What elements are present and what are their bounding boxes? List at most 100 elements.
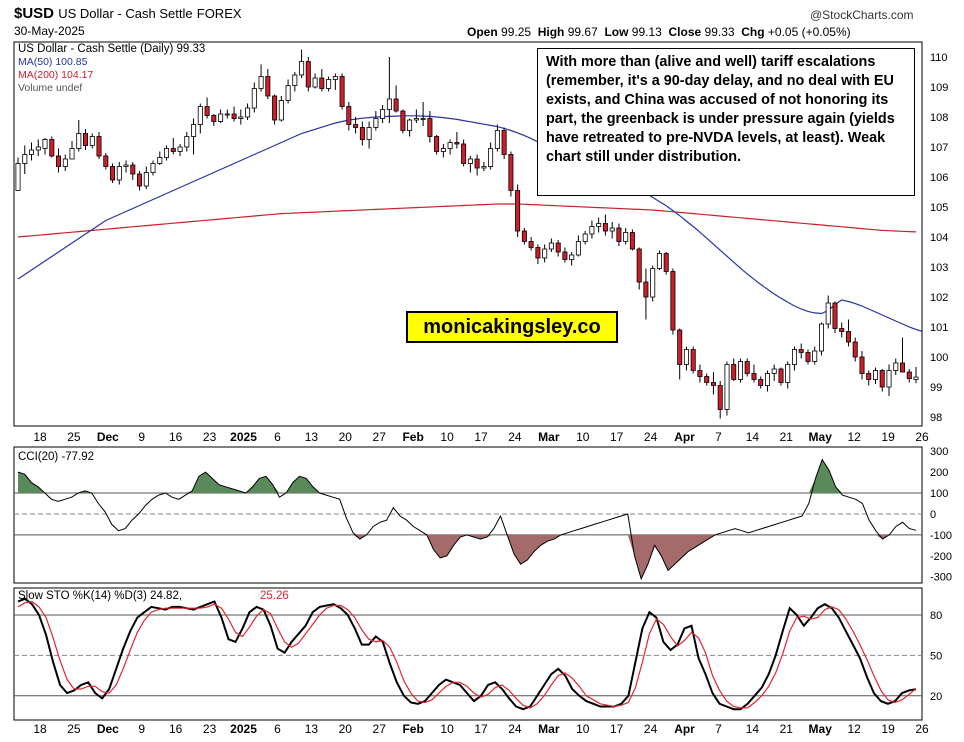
- candle: [380, 105, 386, 123]
- candle: [488, 142, 494, 170]
- candle-body: [650, 268, 656, 298]
- price-xtick-label: 26: [915, 430, 929, 444]
- candle-body: [224, 113, 230, 116]
- candle: [643, 268, 649, 320]
- candle: [819, 322, 825, 356]
- candle-body: [873, 370, 879, 380]
- candle: [447, 139, 453, 155]
- candle-body: [771, 368, 777, 374]
- price-xtick-label: 17: [610, 430, 624, 444]
- candle: [319, 69, 325, 92]
- price-ytick-label: 99: [930, 382, 942, 394]
- candle-body: [711, 382, 717, 386]
- cci-ytick-label: -200: [930, 551, 952, 563]
- candle: [711, 372, 717, 395]
- candle-body: [697, 370, 703, 377]
- candle: [312, 73, 318, 89]
- candle: [481, 162, 487, 171]
- candle-body: [832, 302, 838, 329]
- candle-body: [238, 116, 244, 119]
- candle-body: [798, 349, 804, 353]
- candle: [589, 220, 595, 239]
- candle-body: [744, 361, 750, 374]
- candle: [420, 102, 426, 126]
- candle-body: [488, 148, 494, 167]
- price-xtick-label: 7: [715, 430, 722, 444]
- candle-body: [35, 146, 41, 151]
- candle: [677, 328, 683, 380]
- candle-body: [170, 148, 176, 152]
- candle-body: [56, 155, 62, 167]
- stoch-ytick-label: 50: [930, 650, 942, 662]
- low-value: 99.13: [631, 25, 662, 39]
- candle: [326, 76, 332, 92]
- candle: [521, 228, 527, 245]
- price-yaxis: 110 109 108 107 106 105 104 103 102 101 100 99 98: [930, 52, 948, 424]
- candle: [163, 145, 169, 161]
- candle: [123, 160, 129, 173]
- bottom-xtick-label: 23: [203, 722, 217, 736]
- candle-body: [724, 364, 730, 410]
- candle-body: [528, 241, 534, 248]
- candle-body: [22, 154, 28, 164]
- bottom-xtick-label: 24: [644, 722, 658, 736]
- candle: [798, 343, 804, 359]
- candle: [386, 57, 392, 123]
- candle-body: [83, 133, 89, 146]
- candle: [663, 252, 669, 275]
- candle: [285, 79, 291, 104]
- candle-body: [467, 158, 473, 164]
- high-value: 99.67: [567, 25, 598, 39]
- candle-body: [380, 109, 386, 119]
- candle: [83, 129, 89, 150]
- stoch-legend-k: Slow STO %K(14) %D(3) 24.82,: [18, 590, 182, 602]
- candle-body: [879, 370, 885, 388]
- bottom-xtick-label: 17: [610, 722, 624, 736]
- candle-body: [629, 232, 635, 250]
- candle: [771, 364, 777, 381]
- candle: [812, 346, 818, 365]
- candle-body: [245, 107, 251, 118]
- stoch-ytick-label: 80: [930, 610, 942, 622]
- bottom-xaxis: 18 25 Dec 9 16 23 2025 6 13 20 27 Feb 10 17 24 Mar 10 17 2…: [33, 722, 929, 736]
- bottom-xtick-label: 6: [274, 722, 281, 736]
- price-ytick-label: 102: [930, 292, 948, 304]
- candle-body: [609, 227, 615, 232]
- candle: [873, 367, 879, 384]
- candle: [467, 156, 473, 173]
- price-xtick-label: 21: [780, 430, 794, 444]
- chg-label: Chg: [741, 25, 765, 39]
- candle-body: [427, 118, 433, 137]
- price-xtick-label: 10: [576, 430, 590, 444]
- candle-body: [575, 241, 581, 256]
- candle: [697, 364, 703, 383]
- candle-body: [636, 248, 642, 283]
- candle: [359, 121, 365, 146]
- candle-body: [623, 232, 629, 242]
- candle: [562, 247, 568, 263]
- price-xtick-label: 24: [644, 430, 658, 444]
- candle-body: [589, 226, 595, 235]
- candle-body: [582, 233, 588, 242]
- candle: [636, 247, 642, 290]
- candle-body: [859, 356, 865, 374]
- candle-body: [548, 242, 554, 250]
- candle-body: [211, 115, 217, 122]
- cci-ytick-label: -100: [930, 530, 952, 542]
- price-xtick-label: 6: [274, 430, 281, 444]
- price-xtick-label: May: [809, 430, 833, 444]
- candle: [602, 214, 608, 236]
- candle-body: [839, 328, 845, 332]
- candle: [299, 49, 305, 78]
- annotation-box: With more than (alive and well) tariff e…: [537, 48, 915, 196]
- legend-entry: MA(50) 100.85: [18, 56, 88, 68]
- candle: [805, 349, 811, 365]
- market: FOREX: [196, 6, 242, 21]
- candle: [839, 322, 845, 338]
- close-label: Close: [668, 25, 702, 39]
- candle-body: [704, 376, 710, 383]
- bottom-xtick-label: Apr: [674, 722, 695, 736]
- bottom-xtick-label: Mar: [538, 722, 560, 736]
- candle-body: [386, 98, 392, 110]
- candle: [623, 228, 629, 245]
